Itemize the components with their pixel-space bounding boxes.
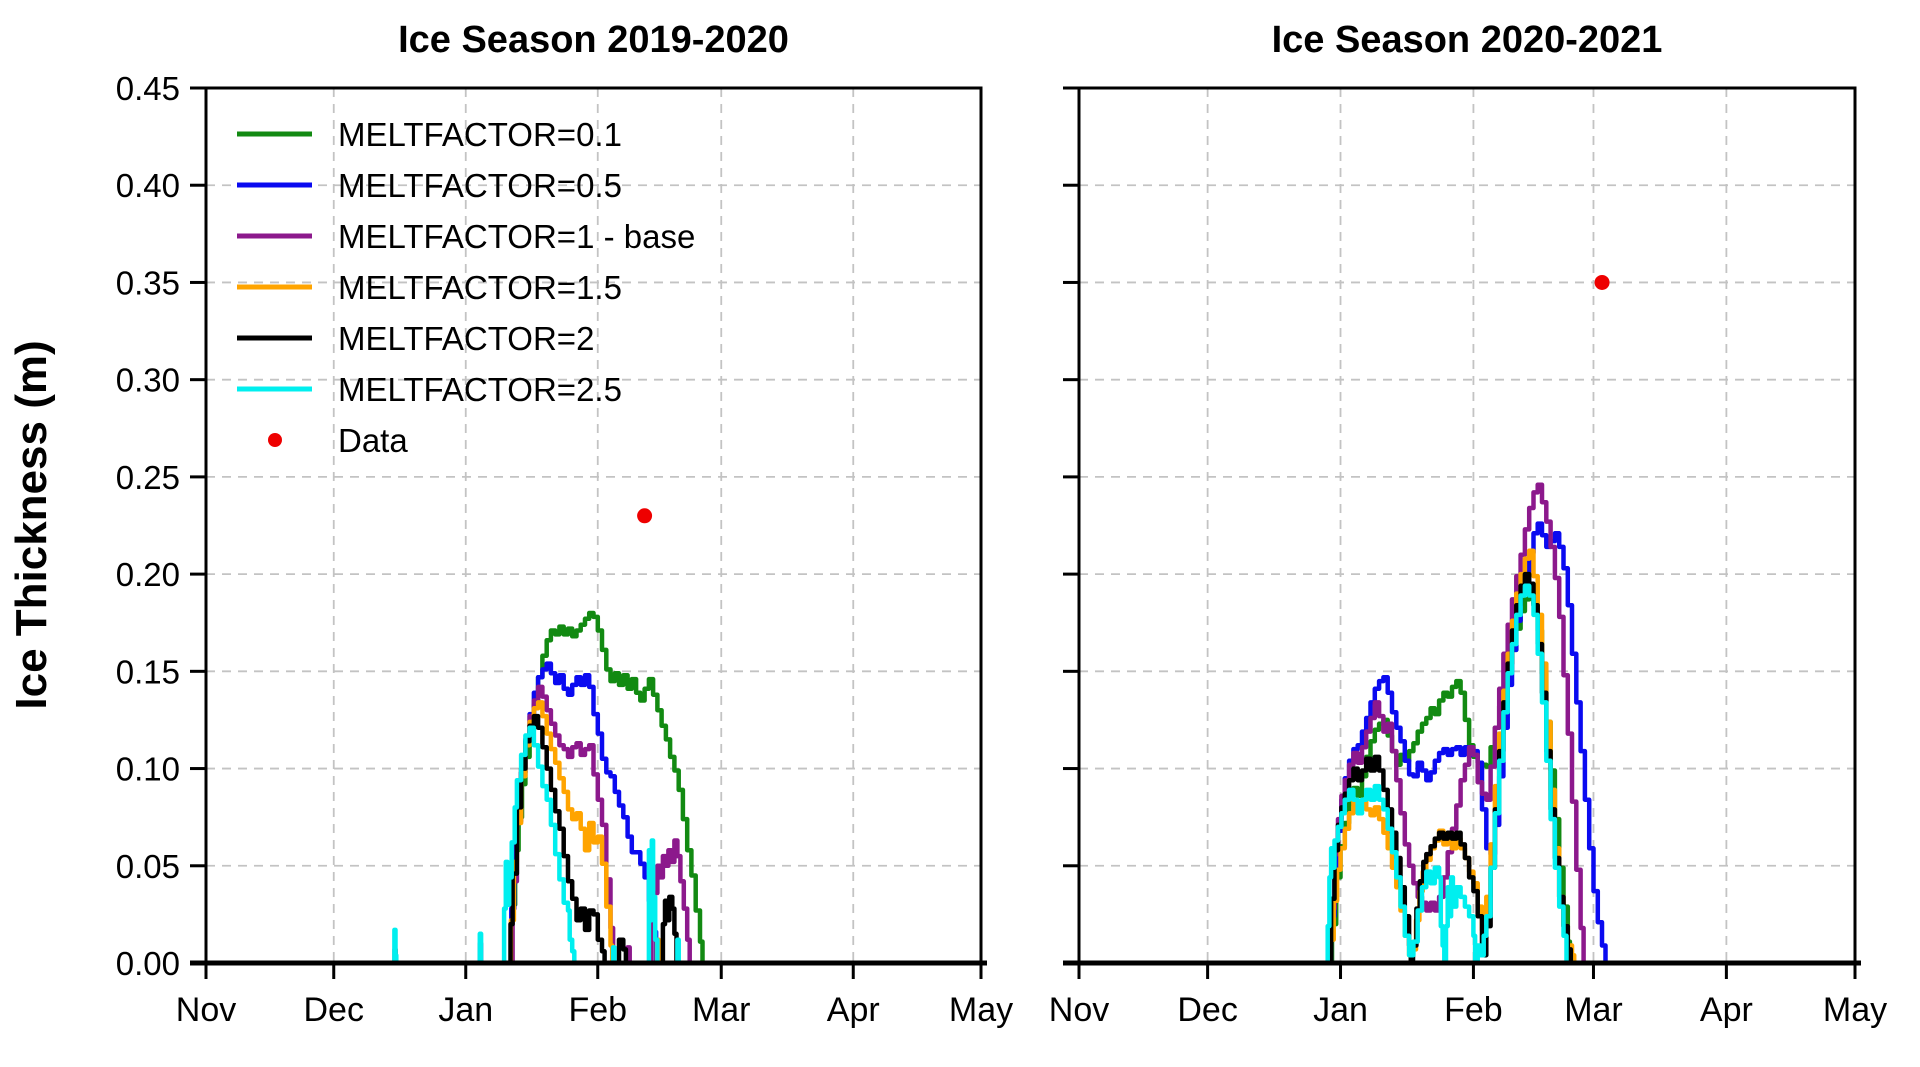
y-tick-label: 0.25 (116, 459, 180, 496)
series-line-mf15 (506, 700, 615, 966)
y-tick-label: 0.45 (116, 70, 180, 107)
x-tick-label: Mar (1564, 991, 1623, 1029)
legend-label-data: Data (338, 422, 408, 459)
series-line-mf1 (646, 838, 692, 966)
x-tick-label: Jan (1313, 991, 1368, 1029)
data-point (637, 508, 653, 524)
legend-label-mf1: MELTFACTOR=1 - base (338, 218, 695, 255)
legend-label-mf15: MELTFACTOR=1.5 (338, 269, 622, 306)
y-tick-label: 0.35 (116, 264, 180, 301)
x-tick-label: May (949, 991, 1013, 1029)
legend-swatch-data (268, 433, 282, 447)
plot-border (1077, 86, 1857, 965)
y-tick-label: 0.15 (116, 653, 180, 690)
x-tick-label: Dec (1177, 991, 1237, 1029)
series-line-mf25 (644, 838, 660, 966)
series-line-mf2 (1325, 571, 1574, 966)
panel-2019-2020: Nov Dec Jan Feb Mar Apr May 0.00 0.05 0.10 0.15 0.2… (116, 19, 1013, 1029)
series-line-mf05 (1325, 521, 1608, 966)
x-tick-label: Mar (692, 991, 751, 1029)
series-line-mf25 (476, 931, 484, 966)
series-line-mf25 (391, 927, 399, 966)
y-tick-label: 0.05 (116, 848, 180, 885)
x-tick-label: Apr (1700, 991, 1753, 1029)
y-tick-label: 0.20 (116, 556, 180, 593)
x-tick-label: Nov (176, 991, 236, 1029)
y-tick-label: 0.30 (116, 362, 180, 399)
x-tick-label: Feb (1444, 991, 1503, 1029)
x-tick-label: Dec (304, 991, 364, 1029)
series-line-mf15 (1325, 548, 1577, 966)
legend: MELTFACTOR=0.1 MELTFACTOR=0.5 MELTFACTOR=1… (237, 116, 695, 459)
legend-label-mf2: MELTFACTOR=2 (338, 320, 594, 357)
series-line-mf25 (499, 725, 577, 966)
series-line-mf2 (613, 937, 629, 966)
x-tick-label: Apr (827, 991, 880, 1029)
y-axis-label: Ice Thickness (m) (7, 340, 56, 709)
panel-title: Ice Season 2020-2021 (1272, 19, 1663, 61)
legend-label-mf01: MELTFACTOR=0.1 (338, 116, 622, 153)
x-tick-label: Nov (1049, 991, 1109, 1029)
y-tick-label: 0.10 (116, 751, 180, 788)
y-tick-label: 0.00 (116, 945, 180, 982)
data-point (1594, 274, 1610, 290)
x-tick-label: Feb (568, 991, 627, 1029)
x-tick-label: May (1823, 991, 1887, 1029)
series-line-mf1 (1325, 482, 1586, 966)
series-line-mf2 (658, 894, 679, 966)
legend-label-mf25: MELTFACTOR=2.5 (338, 371, 622, 408)
panel-title: Ice Season 2019-2020 (398, 19, 789, 61)
y-tick-label: 0.40 (116, 167, 180, 204)
series-line-mf25 (673, 937, 681, 966)
x-tick-label: Jan (438, 991, 493, 1029)
legend-label-mf05: MELTFACTOR=0.5 (338, 167, 622, 204)
panel-2020-2021: Nov Dec Jan Feb Mar Apr May Ice Season 2020-202… (1049, 19, 1887, 1029)
